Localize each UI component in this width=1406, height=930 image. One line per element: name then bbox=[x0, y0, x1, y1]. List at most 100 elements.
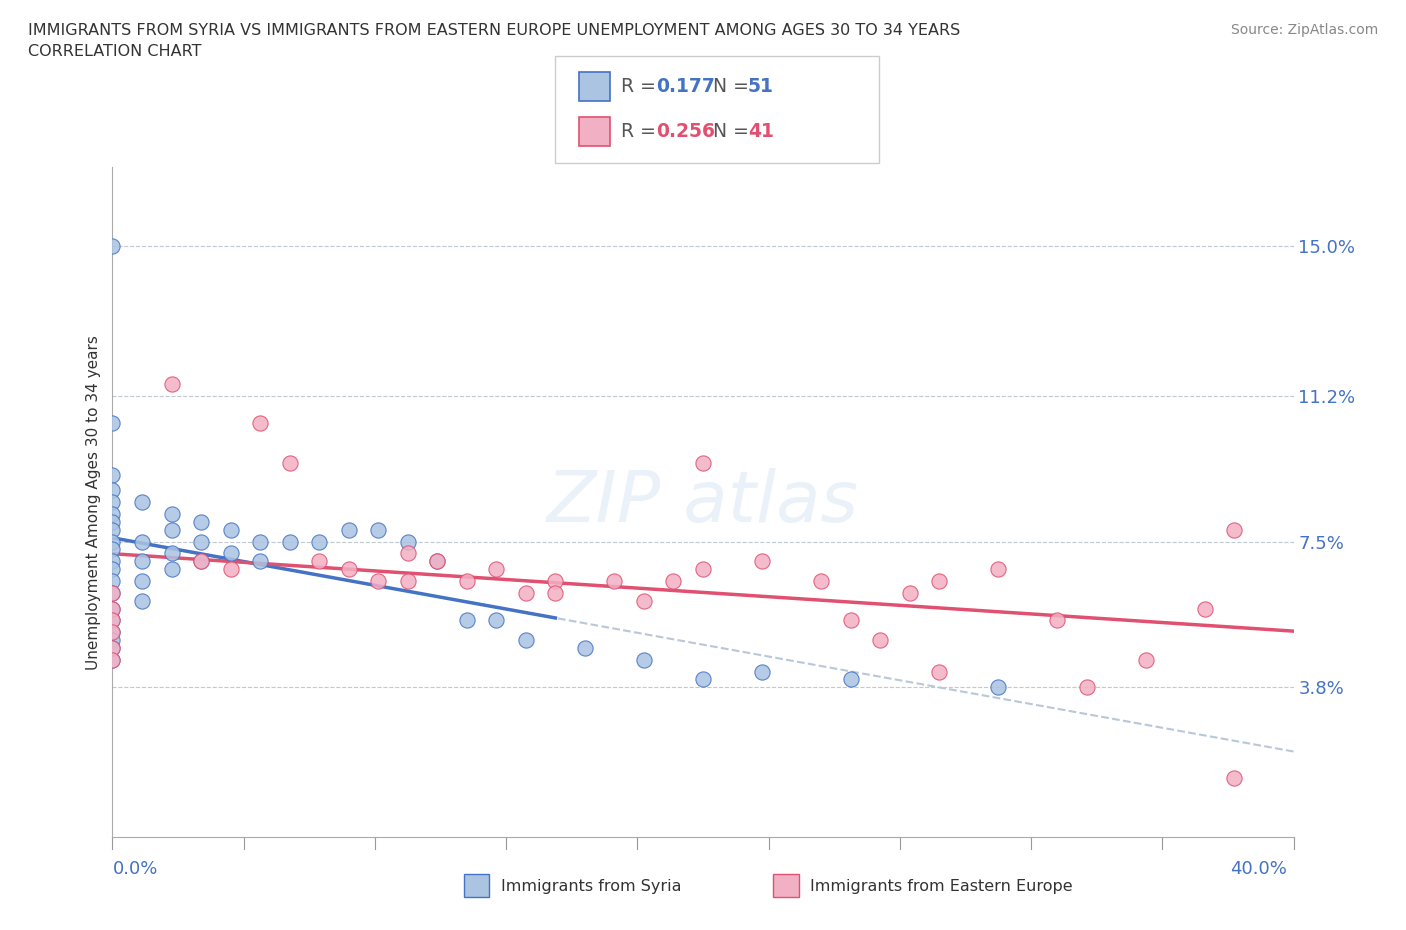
Point bbox=[101, 416, 124, 431]
Point bbox=[898, 585, 921, 600]
Point bbox=[190, 514, 212, 529]
Point bbox=[160, 377, 183, 392]
Point bbox=[249, 554, 271, 569]
Point bbox=[101, 514, 124, 529]
Point bbox=[160, 523, 183, 538]
Point bbox=[544, 574, 567, 589]
Text: 0.177: 0.177 bbox=[657, 77, 716, 96]
Text: 51: 51 bbox=[748, 77, 773, 96]
Text: R =: R = bbox=[621, 77, 662, 96]
Point bbox=[367, 523, 389, 538]
Point bbox=[101, 483, 124, 498]
Point bbox=[751, 664, 773, 679]
Point bbox=[1135, 652, 1157, 667]
Point bbox=[101, 467, 124, 482]
Point bbox=[101, 534, 124, 549]
Point bbox=[987, 562, 1010, 577]
Point bbox=[101, 641, 124, 656]
Point bbox=[160, 507, 183, 522]
Text: CORRELATION CHART: CORRELATION CHART bbox=[28, 44, 201, 59]
Point bbox=[692, 562, 714, 577]
Point bbox=[101, 554, 124, 569]
Point bbox=[396, 546, 419, 561]
Text: Immigrants from Syria: Immigrants from Syria bbox=[501, 879, 681, 894]
Point bbox=[101, 495, 124, 510]
Point bbox=[278, 456, 301, 471]
Point bbox=[396, 574, 419, 589]
Point bbox=[101, 507, 124, 522]
Point bbox=[544, 585, 567, 600]
Point bbox=[603, 574, 626, 589]
Point bbox=[928, 664, 950, 679]
Point bbox=[426, 554, 449, 569]
Text: N =: N = bbox=[713, 77, 755, 96]
Point bbox=[308, 534, 330, 549]
Point bbox=[101, 601, 124, 616]
Point bbox=[101, 641, 124, 656]
Point bbox=[810, 574, 832, 589]
Point bbox=[101, 625, 124, 640]
Point bbox=[249, 416, 271, 431]
Point bbox=[219, 523, 242, 538]
Point bbox=[131, 534, 153, 549]
Point bbox=[190, 534, 212, 549]
Point bbox=[190, 554, 212, 569]
Point bbox=[337, 562, 360, 577]
Point bbox=[308, 554, 330, 569]
Text: IMMIGRANTS FROM SYRIA VS IMMIGRANTS FROM EASTERN EUROPE UNEMPLOYMENT AMONG AGES : IMMIGRANTS FROM SYRIA VS IMMIGRANTS FROM… bbox=[28, 23, 960, 38]
Point bbox=[101, 239, 124, 254]
Point bbox=[692, 672, 714, 687]
Point bbox=[396, 534, 419, 549]
Point bbox=[278, 534, 301, 549]
Point bbox=[839, 613, 862, 628]
Point bbox=[869, 632, 891, 647]
Point bbox=[101, 542, 124, 557]
Text: Immigrants from Eastern Europe: Immigrants from Eastern Europe bbox=[810, 879, 1073, 894]
Point bbox=[485, 613, 508, 628]
Point bbox=[249, 534, 271, 549]
Point bbox=[101, 652, 124, 667]
Point bbox=[1223, 523, 1246, 538]
Y-axis label: Unemployment Among Ages 30 to 34 years: Unemployment Among Ages 30 to 34 years bbox=[86, 335, 101, 670]
Point bbox=[101, 585, 124, 600]
Point bbox=[101, 601, 124, 616]
Point bbox=[101, 625, 124, 640]
Point bbox=[367, 574, 389, 589]
Point bbox=[987, 680, 1010, 695]
Point bbox=[928, 574, 950, 589]
Point bbox=[160, 546, 183, 561]
Point bbox=[1223, 770, 1246, 785]
Point bbox=[633, 593, 655, 608]
Point bbox=[131, 593, 153, 608]
Point bbox=[101, 523, 124, 538]
Point bbox=[131, 495, 153, 510]
Point bbox=[633, 652, 655, 667]
Point bbox=[101, 613, 124, 628]
Point bbox=[1046, 613, 1069, 628]
Point bbox=[485, 562, 508, 577]
Text: N =: N = bbox=[713, 122, 755, 141]
Text: 0.256: 0.256 bbox=[657, 122, 716, 141]
Point bbox=[839, 672, 862, 687]
Point bbox=[101, 562, 124, 577]
Point bbox=[515, 585, 537, 600]
Point bbox=[160, 562, 183, 577]
Point bbox=[1076, 680, 1098, 695]
Point bbox=[574, 641, 596, 656]
Point bbox=[662, 574, 685, 589]
Point bbox=[456, 574, 478, 589]
Point bbox=[692, 456, 714, 471]
Point bbox=[131, 554, 153, 569]
Text: 0.0%: 0.0% bbox=[112, 860, 157, 878]
Point bbox=[426, 554, 449, 569]
Point bbox=[219, 546, 242, 561]
Text: 40.0%: 40.0% bbox=[1230, 860, 1286, 878]
Point bbox=[456, 613, 478, 628]
Point bbox=[131, 574, 153, 589]
Point bbox=[101, 574, 124, 589]
Point bbox=[1194, 601, 1216, 616]
Point bbox=[190, 554, 212, 569]
Point bbox=[101, 613, 124, 628]
Point bbox=[101, 652, 124, 667]
Point bbox=[751, 554, 773, 569]
